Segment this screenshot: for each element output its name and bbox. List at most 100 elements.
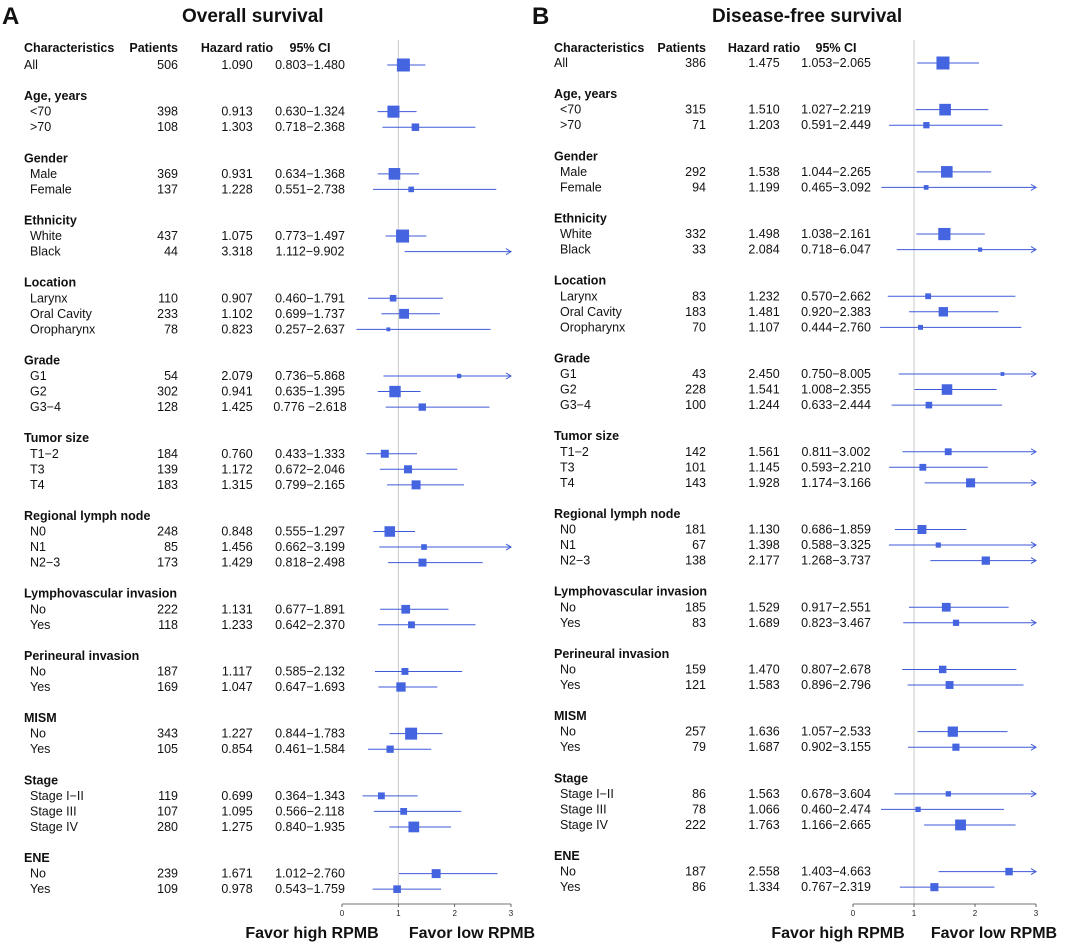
row-label: Stage III	[560, 802, 607, 816]
row-ci: 0.570−2.662	[801, 289, 871, 303]
row-label: Oral Cavity	[560, 305, 623, 319]
row-ci: 0.736−5.868	[275, 369, 345, 383]
row-hazard-ratio: 1.131	[221, 602, 252, 616]
row-label: T1−2	[560, 445, 589, 459]
row-ci: 0.566−2.118	[276, 804, 345, 818]
row-ci: 0.823−3.467	[801, 616, 871, 630]
row-label: T3	[30, 462, 45, 476]
header-95-ci: 95% CI	[290, 41, 331, 55]
x-tick-label: 1	[912, 909, 917, 918]
hazard-ratio-marker	[936, 57, 949, 70]
hazard-ratio-marker	[982, 556, 990, 564]
hazard-ratio-marker	[938, 228, 950, 240]
row-hazard-ratio: 2.079	[221, 369, 252, 383]
table-row-tumor-size-t4: T4 183 1.315 0.799−2.165	[30, 478, 464, 492]
row-label: G2	[30, 385, 47, 399]
chart-title: Overall survival	[182, 6, 324, 27]
row-ci: 0.718−6.047	[801, 243, 871, 257]
x-axis: 0123	[851, 904, 1039, 918]
row-hazard-ratio: 1.456	[221, 540, 252, 554]
row-hazard-ratio: 1.583	[748, 678, 779, 692]
group-heading-ene: ENE	[24, 851, 50, 865]
row-hazard-ratio: 1.095	[221, 804, 252, 818]
row-ci: 1.112−9.902	[276, 245, 345, 259]
hazard-ratio-marker	[941, 166, 953, 178]
row-label: Yes	[560, 740, 580, 754]
hazard-ratio-marker	[396, 682, 405, 691]
row-patients: 105	[157, 742, 178, 756]
row-ci: 0.920−2.383	[801, 305, 871, 319]
row-ci: 1.174−3.166	[801, 476, 871, 490]
group-heading-age-years: Age, years	[24, 89, 87, 103]
row-hazard-ratio: 3.318	[221, 245, 252, 259]
row-hazard-ratio: 1.227	[221, 727, 252, 741]
row-label: Stage I−II	[30, 789, 84, 803]
row-patients: 100	[685, 398, 706, 412]
table-row-ene-yes: Yes 86 1.334 0.767−2.319	[560, 880, 994, 894]
hazard-ratio-marker	[939, 666, 946, 673]
table-row-gender-female: Female 137 1.228 0.551−2.738	[30, 182, 496, 196]
row-label: G1	[560, 367, 577, 381]
row-ci: 0.677−1.891	[275, 602, 345, 616]
group-heading-tumor-size: Tumor size	[24, 431, 89, 445]
row-patients: 183	[685, 305, 706, 319]
table-row-location-oropharynx: Oropharynx 78 0.823 0.257−2.637	[30, 322, 491, 336]
row-label: Oral Cavity	[30, 307, 93, 321]
favor-right-label: Favor low RPMB	[409, 925, 535, 942]
row-label: Yes	[30, 618, 50, 632]
table-row-ethnicity-black: Black 44 3.318 1.112−9.902	[30, 245, 511, 259]
hazard-ratio-marker	[393, 885, 401, 893]
hazard-ratio-marker	[953, 620, 959, 626]
hazard-ratio-marker	[966, 478, 975, 487]
table-row-stage-stage-i-ii: Stage I−II 119 0.699 0.364−1.343	[30, 789, 418, 803]
row-label: N0	[560, 523, 576, 537]
row-ci: 0.896−2.796	[801, 678, 871, 692]
row-label: No	[560, 725, 576, 739]
table-row-regional-lymph-node-n2-3: N2−3 173 1.429 0.818−2.498	[30, 556, 483, 570]
row-hazard-ratio: 1.334	[748, 880, 779, 894]
hazard-ratio-marker	[397, 59, 410, 72]
hazard-ratio-marker	[419, 403, 426, 410]
table-row-stage-stage-i-ii: Stage I−II 86 1.563 0.678−3.604	[560, 787, 1036, 801]
chart-title: Disease-free survival	[712, 6, 902, 27]
hazard-ratio-marker	[917, 525, 926, 534]
hazard-ratio-marker	[381, 450, 389, 458]
row-ci: 1.027−2.219	[801, 103, 871, 117]
header-hazard-ratio: Hazard ratio	[201, 41, 274, 55]
row-hazard-ratio: 0.760	[221, 447, 252, 461]
hazard-ratio-marker	[399, 309, 409, 319]
table-row-tumor-size-t3: T3 139 1.172 0.672−2.046	[30, 462, 457, 476]
row-hazard-ratio: 2.558	[748, 865, 779, 879]
row-hazard-ratio: 1.636	[748, 725, 779, 739]
row-ci: 0.807−2.678	[801, 662, 871, 676]
row-hazard-ratio: 1.425	[221, 400, 252, 414]
hazard-ratio-marker	[408, 822, 419, 833]
row-label: All	[554, 56, 568, 70]
row-patients: 121	[685, 678, 706, 692]
hazard-ratio-marker	[408, 621, 415, 628]
row-ci: 0.460−1.791	[275, 291, 345, 305]
row-ci: 0.840−1.935	[275, 820, 345, 834]
group-heading-ene: ENE	[554, 849, 580, 863]
row-hazard-ratio: 1.145	[748, 460, 779, 474]
row-hazard-ratio: 0.931	[221, 167, 252, 181]
row-patients: 181	[685, 523, 706, 537]
row-ci: 1.008−2.355	[801, 383, 871, 397]
row-label: G1	[30, 369, 47, 383]
row-hazard-ratio: 1.303	[221, 120, 252, 134]
row-label: No	[30, 727, 46, 741]
table-row-grade-g2: G2 302 0.941 0.635−1.395	[30, 385, 421, 399]
row-hazard-ratio: 1.671	[221, 867, 252, 881]
hazard-ratio-marker	[384, 526, 395, 537]
row-label: N0	[30, 525, 46, 539]
table-row-tumor-size-t3: T3 101 1.145 0.593−2.210	[560, 460, 988, 474]
row-label: Female	[560, 180, 602, 194]
row-ci: 0.633−2.444	[801, 398, 871, 412]
row-patients: 54	[164, 369, 178, 383]
row-hazard-ratio: 1.090	[221, 58, 252, 72]
row-patients: 228	[685, 383, 706, 397]
row-label: All	[24, 58, 38, 72]
table-row-location-oropharynx: Oropharynx 70 1.107 0.444−2.760	[560, 320, 1021, 334]
table-row-perineural-invasion-no: No 187 1.117 0.585−2.132	[30, 664, 462, 678]
row-label: Yes	[560, 880, 580, 894]
